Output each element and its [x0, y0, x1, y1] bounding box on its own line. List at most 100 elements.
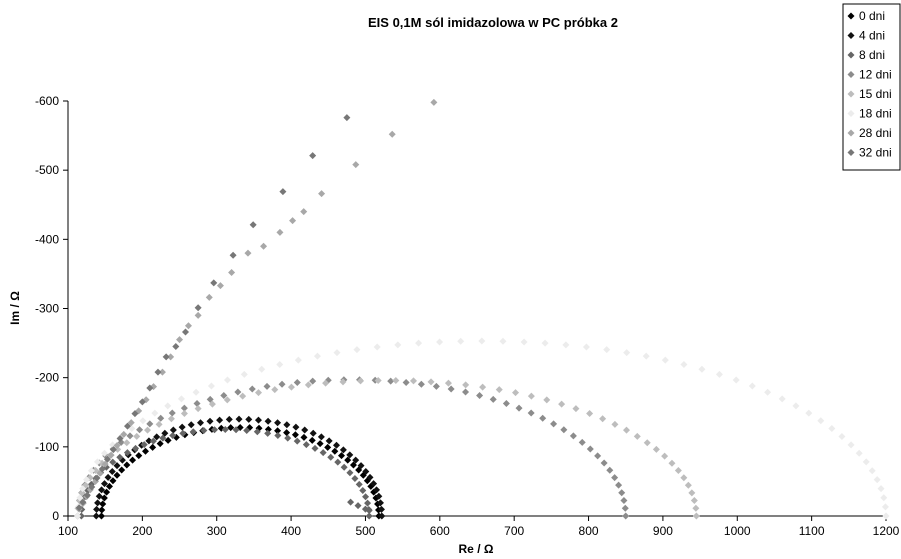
data-point	[157, 414, 165, 422]
data-point	[169, 432, 177, 440]
data-point	[515, 404, 523, 412]
data-point	[74, 512, 82, 520]
data-point	[139, 417, 147, 425]
data-point	[145, 437, 153, 445]
data-point	[258, 365, 266, 373]
data-point	[239, 392, 247, 400]
data-point	[642, 352, 650, 360]
data-point	[344, 456, 352, 464]
data-point	[527, 409, 535, 417]
data-point	[366, 473, 374, 481]
data-point	[340, 463, 348, 471]
data-point	[688, 489, 696, 497]
data-point	[376, 499, 384, 507]
data-point	[334, 458, 342, 466]
data-point	[378, 512, 386, 520]
data-point	[82, 476, 90, 484]
data-point	[388, 130, 396, 138]
data-point	[362, 467, 370, 475]
data-point	[227, 424, 235, 432]
data-point	[436, 338, 444, 346]
data-point	[109, 458, 117, 466]
data-point	[365, 506, 373, 514]
data-point	[194, 304, 202, 312]
x-tick-label: 500	[355, 524, 375, 538]
data-point	[287, 383, 295, 391]
x-tick-label: 700	[504, 524, 524, 538]
data-point	[108, 467, 116, 475]
data-point	[387, 377, 395, 385]
data-point	[502, 400, 510, 408]
data-point	[159, 434, 167, 442]
x-tick-label: 300	[207, 524, 227, 538]
data-point	[698, 365, 706, 373]
data-point	[127, 419, 135, 427]
data-point	[113, 441, 121, 449]
data-point	[278, 380, 286, 388]
series-0-dni	[97, 423, 383, 520]
data-point	[197, 419, 205, 427]
data-point	[377, 505, 385, 513]
data-point	[254, 416, 262, 424]
data-point	[164, 436, 172, 444]
data-point	[136, 426, 144, 434]
data-point	[101, 480, 109, 488]
data-point	[365, 512, 373, 520]
data-point	[873, 476, 881, 484]
data-point	[181, 328, 189, 336]
data-point	[294, 356, 302, 364]
data-point	[319, 449, 327, 457]
data-point	[260, 242, 268, 250]
data-point	[168, 409, 176, 417]
data-point	[392, 376, 400, 384]
data-point	[109, 477, 117, 485]
data-point	[623, 426, 631, 434]
data-point	[244, 249, 252, 257]
chart-legend: 0 dni 4 dni 8 dni 12 dni 15 dni 18 dni 28 dni 3…	[842, 3, 901, 171]
data-point	[479, 383, 487, 391]
legend-marker	[847, 90, 855, 98]
chart-title: EIS 0,1M sól imidazolowa w PC próbka 2	[368, 15, 618, 30]
data-point	[189, 428, 197, 436]
data-point	[95, 492, 103, 500]
data-point	[276, 228, 284, 236]
x-tick-label: 600	[430, 524, 450, 538]
y-tick-label: -600	[35, 94, 59, 108]
data-point	[293, 378, 301, 386]
legend-label: 8 dni	[859, 48, 885, 62]
data-point	[123, 439, 131, 447]
data-point	[855, 449, 863, 457]
data-point	[690, 497, 698, 505]
data-point	[77, 512, 85, 520]
data-point	[339, 378, 347, 386]
data-point	[187, 421, 195, 429]
data-point	[430, 98, 438, 106]
data-point	[862, 458, 870, 466]
data-point	[569, 432, 577, 440]
data-point	[652, 445, 660, 453]
data-point	[622, 512, 630, 520]
data-point	[603, 346, 611, 354]
data-point	[370, 480, 378, 488]
legend-label: 32 dni	[859, 146, 892, 160]
data-point	[409, 377, 417, 385]
data-point	[359, 487, 367, 495]
data-point	[103, 488, 111, 496]
data-point	[93, 458, 101, 466]
data-point	[316, 440, 324, 448]
data-point	[355, 480, 363, 488]
data-point	[223, 376, 231, 384]
data-point	[332, 441, 340, 449]
data-point	[167, 415, 175, 423]
data-point	[476, 391, 484, 399]
data-point	[427, 378, 435, 386]
data-point	[343, 114, 351, 122]
legend-label: 18 dni	[859, 107, 892, 121]
legend-label: 15 dni	[859, 87, 892, 101]
y-axis-title: Im / Ω	[8, 291, 22, 325]
data-point	[674, 466, 682, 474]
data-point	[309, 429, 317, 437]
data-point	[120, 430, 128, 438]
plot-area: 100 200 300 400 500 600 700 800 900 1000 1100 1200 0…	[35, 94, 900, 538]
